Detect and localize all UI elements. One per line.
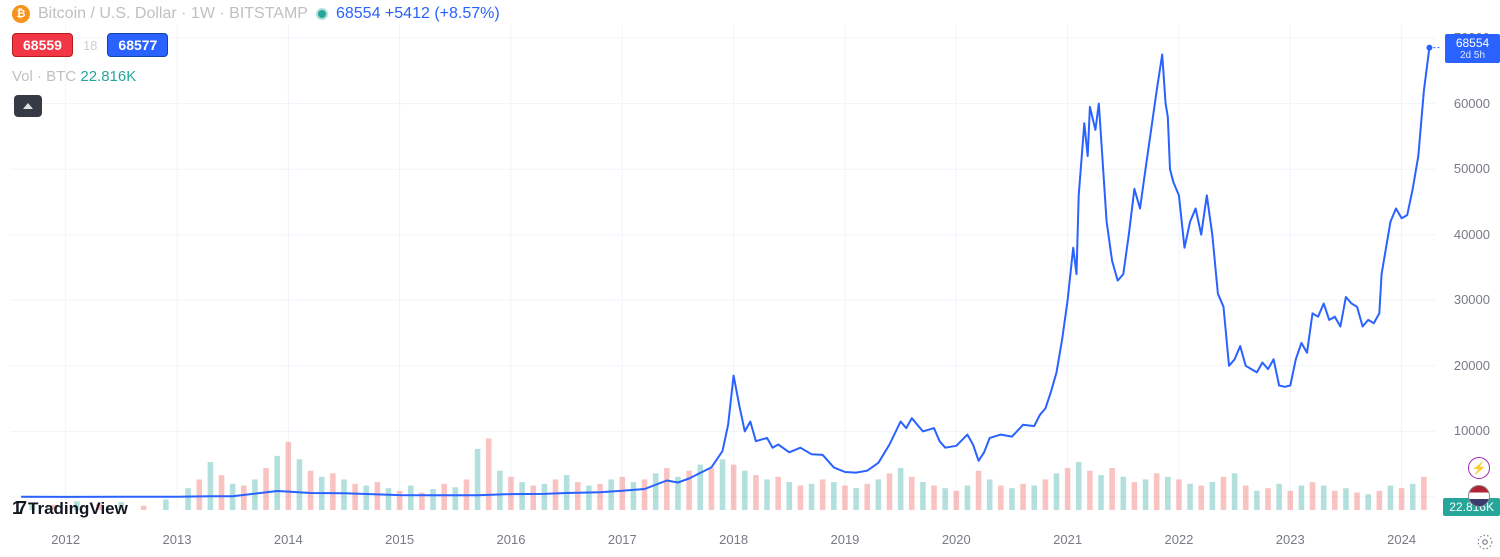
x-tick-label: 2020 (942, 532, 971, 547)
logo-icon: 17 (12, 498, 24, 519)
symbol-title[interactable]: Bitcoin / U.S. Dollar · 1W · BITSTAMP (38, 5, 308, 23)
price-chart-svg[interactable] (0, 0, 1500, 557)
y-tick-label: 60000 (1440, 96, 1490, 111)
change-abs: +5412 (385, 5, 430, 22)
settings-gear-icon[interactable] (1476, 533, 1494, 551)
x-axis[interactable]: 2012 2013 2014 2015 2016 2017 2018 2019 2020 2021… (0, 527, 1435, 557)
y-tick-label: 10000 (1440, 423, 1490, 438)
price-tag-countdown: 2d 5h (1451, 50, 1494, 61)
chart-header: ₿ Bitcoin / U.S. Dollar · 1W · BITSTAMP … (12, 5, 500, 23)
x-tick-label: 2015 (385, 532, 414, 547)
price-tag-value: 68554 (1451, 36, 1494, 50)
chevron-up-icon (23, 103, 33, 109)
price-badges: 68559 18 68577 (12, 33, 168, 57)
tradingview-logo[interactable]: 17 TradingView (12, 498, 128, 519)
x-tick-label: 2017 (608, 532, 637, 547)
x-tick-label: 2016 (497, 532, 526, 547)
x-tick-label: 2014 (274, 532, 303, 547)
y-tick-label: 30000 (1440, 292, 1490, 307)
y-tick-label: 40000 (1440, 227, 1490, 242)
side-icons: ⚡ (1468, 457, 1490, 507)
y-tick-label: 20000 (1440, 358, 1490, 373)
current-price-tag[interactable]: 68554 2d 5h (1445, 34, 1500, 63)
volume-label: Vol · BTC (12, 68, 76, 85)
ask-badge[interactable]: 68577 (107, 33, 168, 57)
x-tick-label: 2013 (163, 532, 192, 547)
volume-value: 22.816K (80, 68, 136, 85)
bid-badge[interactable]: 68559 (12, 33, 73, 57)
x-tick-label: 2019 (830, 532, 859, 547)
current-price: 68554 (336, 5, 381, 22)
market-status-dot (316, 8, 328, 20)
x-tick-label: 2012 (51, 532, 80, 547)
x-tick-label: 2024 (1387, 532, 1416, 547)
collapse-button[interactable] (14, 95, 42, 117)
logo-text: TradingView (28, 499, 128, 519)
y-tick-label: 50000 (1440, 161, 1490, 176)
x-tick-label: 2022 (1164, 532, 1193, 547)
bitcoin-icon: ₿ (12, 5, 30, 23)
flash-icon[interactable]: ⚡ (1468, 457, 1490, 479)
chart-container: ₿ Bitcoin / U.S. Dollar · 1W · BITSTAMP … (0, 0, 1500, 557)
us-flag-icon[interactable] (1468, 485, 1490, 507)
price-info: 68554 +5412 (+8.57%) (336, 5, 500, 23)
x-tick-label: 2023 (1276, 532, 1305, 547)
volume-indicator[interactable]: Vol · BTC 22.816K (12, 68, 136, 85)
y-axis[interactable]: 010000200003000040000500006000070000 (1435, 0, 1500, 510)
change-pct: (+8.57%) (434, 5, 499, 22)
x-tick-label: 2021 (1053, 532, 1082, 547)
x-tick-label: 2018 (719, 532, 748, 547)
spread-value: 18 (83, 38, 97, 53)
